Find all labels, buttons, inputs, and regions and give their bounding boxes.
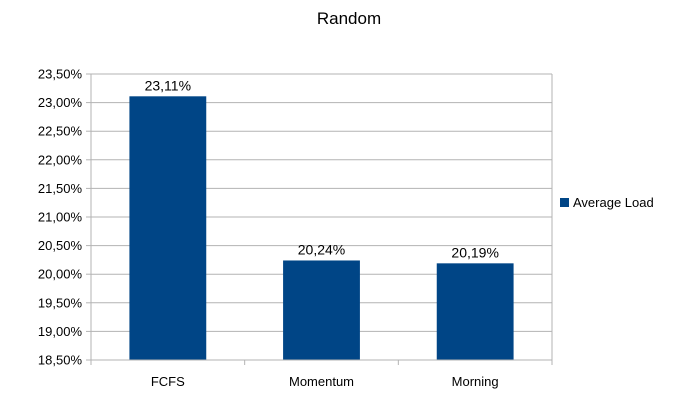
y-tick-label: 23,00% <box>38 95 83 110</box>
bar-momentum <box>283 260 360 360</box>
y-tick-label: 19,50% <box>38 295 83 310</box>
data-label-momentum: 20,24% <box>298 241 345 257</box>
y-tick-label: 20,00% <box>38 267 83 282</box>
legend: Average Load <box>560 195 654 210</box>
legend-swatch <box>560 198 569 207</box>
labels: 18,50% 19,00% 19,50% 20,00% 20,50% 21,00% 21,5… <box>38 67 499 390</box>
bars <box>129 96 514 361</box>
legend-label-average-load: Average Load <box>573 195 654 210</box>
y-tick-label: 23,50% <box>38 67 83 82</box>
y-tick-label: 22,50% <box>38 124 83 139</box>
axes <box>86 73 553 365</box>
y-tick-label: 20,50% <box>38 238 83 253</box>
y-tick-label: 22,00% <box>38 152 83 167</box>
y-tick-label: 21,00% <box>38 210 83 225</box>
chart-title: Random <box>317 9 381 28</box>
y-tick-label: 21,50% <box>38 181 83 196</box>
bar-fcfs <box>129 96 207 361</box>
bar-morning <box>436 263 514 360</box>
x-tick-label-fcfs: FCFS <box>151 374 185 389</box>
y-tick-label: 18,50% <box>38 353 83 368</box>
x-tick-label-momentum: Momentum <box>289 374 354 389</box>
y-tick-label: 19,00% <box>38 324 83 339</box>
data-label-fcfs: 23,11% <box>145 77 191 93</box>
data-label-morning: 20,19% <box>451 244 498 260</box>
x-tick-label-morning: Morning <box>452 374 499 389</box>
